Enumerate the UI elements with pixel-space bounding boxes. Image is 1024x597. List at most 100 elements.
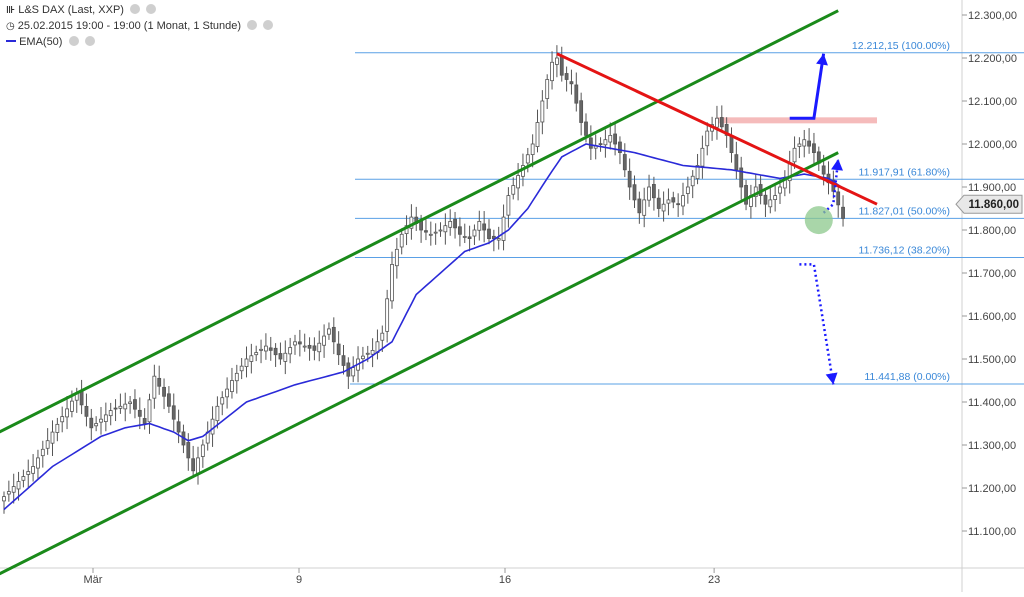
candle-body (293, 341, 297, 346)
fibonacci-label: 11.441,88 (0.00%) (864, 371, 950, 383)
x-tick-label: Mär (84, 574, 103, 586)
candle-body (632, 184, 637, 201)
candle-body (31, 466, 36, 474)
settings-icon[interactable] (247, 20, 258, 30)
minimize-icon[interactable] (146, 4, 157, 14)
chart-type-icon[interactable]: ⊪ (6, 5, 16, 16)
candle-body (166, 393, 171, 407)
candle-body (797, 143, 802, 147)
candle-body (666, 199, 671, 204)
y-tick-label: 11.200,00 (968, 483, 1016, 495)
candle-body (365, 352, 370, 355)
candle-body (26, 471, 31, 475)
candle-body (239, 365, 244, 372)
minimize-icon[interactable] (84, 36, 95, 46)
candle-body (637, 198, 642, 214)
fibonacci-label: 11.736,12 (38.20%) (859, 244, 950, 256)
candle-body (768, 199, 773, 208)
candle-body (652, 184, 656, 199)
candle-body (278, 353, 283, 360)
candle-body (729, 136, 734, 154)
indicator-label: EMA(50) (19, 36, 63, 48)
candle-body (700, 147, 705, 167)
candle-body (336, 343, 341, 356)
candle-body (108, 410, 113, 417)
settings-icon[interactable] (68, 36, 79, 46)
candle-body (322, 335, 327, 346)
candle-body (457, 226, 462, 235)
candle-body (327, 328, 331, 335)
candle-body (555, 57, 559, 65)
candle-body (550, 61, 554, 82)
candle-body (530, 143, 535, 156)
candle-body (763, 194, 768, 205)
y-tick-label: 11.700,00 (968, 268, 1016, 280)
header-indicator-row: EMA(50) (6, 36, 95, 48)
candle-body (176, 421, 181, 433)
candle-body (744, 185, 748, 205)
candle-body (249, 355, 254, 362)
candle-body (734, 154, 739, 171)
candle-body (438, 229, 443, 232)
trendline-lower-channel (0, 151, 839, 576)
candle-body (162, 386, 166, 397)
candle-body (588, 137, 593, 149)
y-tick-label: 12.300,00 (968, 10, 1017, 22)
candle-body (186, 442, 191, 459)
candle-body (627, 170, 632, 188)
candle-body (50, 431, 55, 444)
target-circle (804, 206, 833, 235)
header-period-row: ◷ 25.02.2015 19:00 - 19:00 (1 Monat, 1 S… (6, 20, 274, 32)
candle-body (220, 397, 225, 405)
candle-body (812, 143, 816, 154)
candle-body (317, 342, 322, 353)
candle-body (70, 400, 74, 412)
arrow-up-arrowhead (831, 159, 843, 171)
candle-body (60, 416, 65, 423)
candle-body (501, 216, 506, 241)
instrument-label: L&S DAX (Last, XXP) (18, 4, 124, 16)
candle-body (283, 352, 288, 362)
candle-body (79, 390, 84, 406)
candle-body (695, 165, 700, 180)
y-tick-label: 11.400,00 (968, 397, 1016, 409)
y-tick-label: 11.900,00 (968, 182, 1016, 194)
candle-body (453, 218, 457, 229)
candle-body (380, 332, 385, 341)
candle-body (244, 358, 249, 368)
candle-body (45, 440, 50, 449)
candle-body (157, 377, 162, 387)
plot-background (0, 0, 962, 568)
candle-body (196, 457, 200, 474)
candle-body (263, 345, 268, 352)
candle-body (123, 403, 128, 410)
candle-body (21, 476, 26, 481)
candle-body (89, 417, 94, 429)
y-tick-label: 11.100,00 (968, 526, 1016, 538)
candle-body (234, 372, 239, 382)
x-tick-label: 23 (708, 574, 720, 586)
candle-body (773, 195, 778, 200)
candle-body (360, 355, 365, 360)
candle-body (574, 84, 579, 104)
settings-icon[interactable] (130, 4, 141, 14)
candle-body (603, 139, 608, 146)
candle-body (259, 348, 263, 351)
minimize-icon[interactable] (263, 20, 274, 30)
candle-body (715, 117, 719, 128)
candle-body (128, 401, 133, 404)
candle-body (94, 423, 99, 427)
candle-body (399, 233, 404, 248)
arrow-down-arrowhead (825, 372, 838, 385)
candle-body (564, 73, 569, 80)
candle-body (147, 399, 152, 423)
candle-body (288, 347, 293, 355)
candle-body (428, 233, 433, 236)
candle-body (55, 423, 60, 433)
y-tick-label: 11.500,00 (968, 354, 1016, 366)
candle-body (40, 448, 45, 457)
candle-body (133, 399, 137, 410)
candle-body (525, 154, 530, 164)
